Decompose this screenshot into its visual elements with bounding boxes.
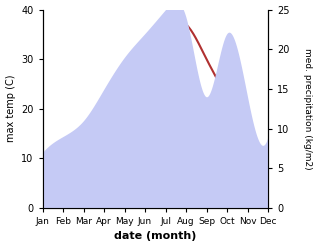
Y-axis label: med. precipitation (kg/m2): med. precipitation (kg/m2) — [303, 48, 313, 169]
X-axis label: date (month): date (month) — [114, 231, 197, 242]
Y-axis label: max temp (C): max temp (C) — [5, 75, 16, 143]
